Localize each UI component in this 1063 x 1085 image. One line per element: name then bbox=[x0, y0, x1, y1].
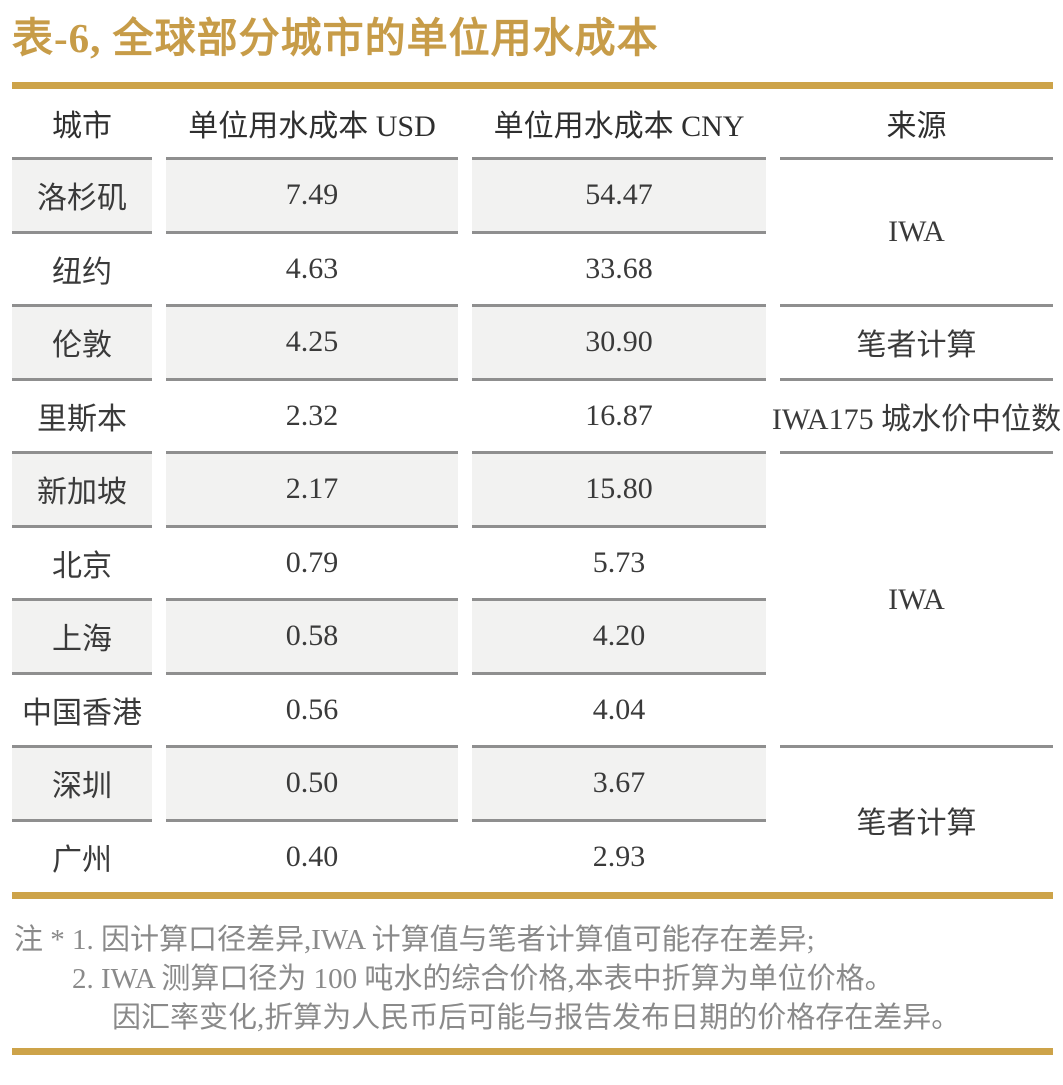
usd-cell: 0.58 bbox=[166, 598, 458, 672]
source-cell-iwa175-median: IWA175 城水价中位数 bbox=[772, 377, 1061, 452]
header-cell-source: 来源 bbox=[886, 110, 947, 144]
document-page: 表-6, 全球部分城市的单位用水成本 城市 单位用水成本 USD 单位用水成本 … bbox=[0, 14, 1063, 1056]
footnote-line-1: 1. 因计算口径差异,IWA 计算值与笔者计算值可能存在差异; bbox=[72, 924, 815, 957]
city-cell: 中国香港 bbox=[12, 671, 152, 746]
city-cell: 伦敦 bbox=[12, 304, 152, 378]
source-cell-author-calc2: 笔者计算 bbox=[780, 745, 1053, 892]
footnote-line-2: 2. IWA 测算口径为 100 吨水的综合价格,本表中折算为单位价格。 bbox=[72, 963, 894, 996]
usd-cell: 2.32 bbox=[166, 377, 458, 452]
usd-cell: 0.50 bbox=[166, 745, 458, 819]
source-cell-iwa-group2: IWA bbox=[780, 451, 1053, 745]
usd-cell: 0.79 bbox=[166, 524, 458, 599]
footnote-line-3: 因汇率变化,折算为人民币后可能与报告发布日期的价格存在差异。 bbox=[112, 1002, 961, 1035]
city-cell: 深圳 bbox=[12, 745, 152, 819]
title-divider-bar bbox=[12, 82, 1053, 90]
header-cell-usd: 单位用水成本 USD bbox=[188, 110, 436, 144]
cny-cell: 2.93 bbox=[472, 818, 766, 893]
footnote-body: 1. 因计算口径差异,IWA 计算值与笔者计算值可能存在差异; 2. IWA 测… bbox=[72, 921, 1053, 1038]
table-title: 表-6, 全球部分城市的单位用水成本 bbox=[12, 15, 659, 61]
city-cell: 上海 bbox=[12, 598, 152, 672]
usd-cell: 7.49 bbox=[166, 157, 458, 231]
city-cell: 广州 bbox=[12, 818, 152, 893]
cny-cell: 33.68 bbox=[472, 230, 766, 305]
usd-cell: 2.17 bbox=[166, 451, 458, 525]
cny-cell: 16.87 bbox=[472, 377, 766, 452]
usd-cell: 0.56 bbox=[166, 671, 458, 746]
usd-cell: 4.63 bbox=[166, 230, 458, 305]
page-bottom-bar bbox=[12, 1048, 1053, 1056]
city-cell: 纽约 bbox=[12, 230, 152, 305]
footnote-marker: 注 * bbox=[14, 924, 65, 957]
footnotes: 注 * 1. 因计算口径差异,IWA 计算值与笔者计算值可能存在差异; 2. I… bbox=[14, 921, 1053, 1038]
table-bottom-bar bbox=[12, 892, 1053, 900]
cny-cell: 30.90 bbox=[472, 304, 766, 378]
water-cost-table: 城市 单位用水成本 USD 单位用水成本 CNY 来源 洛杉矶 7.49 54.… bbox=[0, 89, 1063, 892]
cny-cell: 3.67 bbox=[472, 745, 766, 819]
header-cell-city: 城市 bbox=[52, 110, 112, 144]
usd-cell: 0.40 bbox=[166, 818, 458, 893]
city-cell: 洛杉矶 bbox=[12, 157, 152, 231]
cny-cell: 54.47 bbox=[472, 157, 766, 231]
cny-cell: 15.80 bbox=[472, 451, 766, 525]
city-cell: 新加坡 bbox=[12, 451, 152, 525]
cny-cell: 5.73 bbox=[472, 524, 766, 599]
cny-cell: 4.04 bbox=[472, 671, 766, 746]
source-cell-iwa-group1: IWA bbox=[780, 157, 1053, 304]
cny-cell: 4.20 bbox=[472, 598, 766, 672]
city-cell: 里斯本 bbox=[12, 377, 152, 452]
city-cell: 北京 bbox=[12, 524, 152, 599]
header-cell-cny: 单位用水成本 CNY bbox=[493, 110, 745, 144]
usd-cell: 4.25 bbox=[166, 304, 458, 378]
source-cell-author-calc1: 笔者计算 bbox=[780, 304, 1053, 378]
